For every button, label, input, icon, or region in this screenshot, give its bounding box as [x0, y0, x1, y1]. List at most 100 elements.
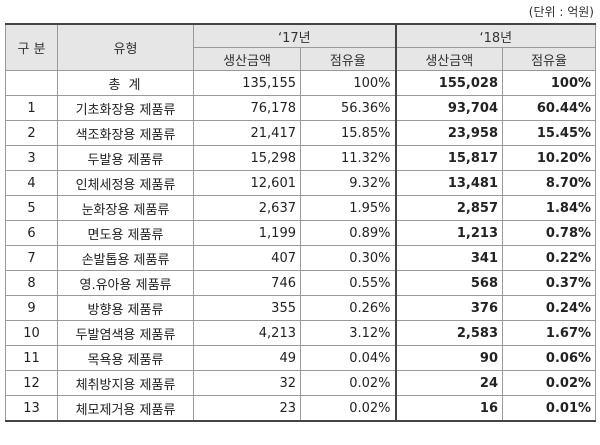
production-17: 21,417: [193, 120, 301, 146]
row-type: 기초화장용 제품류: [57, 95, 194, 121]
share-18: 0.24%: [502, 295, 597, 321]
row-number: 9: [5, 295, 58, 321]
header-production-18: 생산금액: [394, 47, 504, 71]
share-18: 10.20%: [502, 145, 597, 171]
share-17: 0.26%: [299, 295, 397, 321]
production-18: 15,817: [394, 145, 504, 171]
row-type: 체취방지용 제품류: [57, 370, 194, 396]
production-18: 2,583: [394, 320, 504, 346]
production-18: 341: [394, 245, 504, 271]
share-17: 15.85%: [299, 120, 397, 146]
production-18: 2,857: [394, 195, 504, 221]
production-18: 16: [394, 395, 504, 422]
unit-note: (단위 : 억원): [528, 5, 594, 19]
production-17: 32: [193, 370, 301, 396]
share-18: 0.02%: [502, 370, 597, 396]
production-18: 24: [394, 370, 504, 396]
production-18: 155,028: [394, 70, 504, 96]
share-18: 1.67%: [502, 320, 597, 346]
table-row: 5 눈화장용 제품류 2,637 1.95% 2,857 1.84%: [5, 195, 597, 221]
share-17: 100%: [299, 70, 397, 96]
production-17: 355: [193, 295, 301, 321]
table-header: 구 분 유형 ‘17년 ‘18년 생산금액 점유율 생산금액 점유율: [5, 23, 597, 71]
table-row: 11 목욕용 제품류 49 0.04% 90 0.06%: [5, 345, 597, 371]
share-18: 0.01%: [502, 395, 597, 422]
row-type: 체모제거용 제품류: [57, 395, 194, 422]
row-type: 목욕용 제품류: [57, 345, 194, 371]
share-17: 1.95%: [299, 195, 397, 221]
share-17: 3.12%: [299, 320, 397, 346]
row-type: 손발톱용 제품류: [57, 245, 194, 271]
production-17: 746: [193, 270, 301, 296]
share-18: 15.45%: [502, 120, 597, 146]
header-gubun: 구 분: [5, 23, 58, 71]
row-number: 5: [5, 195, 58, 221]
row-type: 면도용 제품류: [57, 220, 194, 246]
production-17: 4,213: [193, 320, 301, 346]
row-number: 11: [5, 345, 58, 371]
table-row: 10 두발염색용 제품류 4,213 3.12% 2,583 1.67%: [5, 320, 597, 346]
row-type: 인체세정용 제품류: [57, 170, 194, 196]
table-row: 3 두발용 제품류 15,298 11.32% 15,817 10.20%: [5, 145, 597, 171]
row-type: 색조화장용 제품류: [57, 120, 194, 146]
row-type: 방향용 제품류: [57, 295, 194, 321]
table-row: 1 기초화장용 제품류 76,178 56.36% 93,704 60.44%: [5, 95, 597, 121]
total-row: 총 계 135,155 100% 155,028 100%: [5, 70, 597, 96]
share-18: 1.84%: [502, 195, 597, 221]
share-17: 9.32%: [299, 170, 397, 196]
row-type: 눈화장용 제품류: [57, 195, 194, 221]
cosmetics-production-table: 구 분 유형 ‘17년 ‘18년 생산금액 점유율 생산금액 점유율 총 계 13…: [5, 23, 597, 422]
share-17: 0.89%: [299, 220, 397, 246]
production-18: 568: [394, 270, 504, 296]
table-row: 2 색조화장용 제품류 21,417 15.85% 23,958 15.45%: [5, 120, 597, 146]
production-17: 23: [193, 395, 301, 422]
header-share-18: 점유율: [502, 47, 597, 71]
table-row: 4 인체세정용 제품류 12,601 9.32% 13,481 8.70%: [5, 170, 597, 196]
production-18: 376: [394, 295, 504, 321]
row-type: 영.유아용 제품류: [57, 270, 194, 296]
row-number: 7: [5, 245, 58, 271]
row-number: 4: [5, 170, 58, 196]
row-number: 2: [5, 120, 58, 146]
share-17: 0.55%: [299, 270, 397, 296]
share-18: 0.37%: [502, 270, 597, 296]
table-row: 9 방향용 제품류 355 0.26% 376 0.24%: [5, 295, 597, 321]
production-18: 23,958: [394, 120, 504, 146]
production-17: 407: [193, 245, 301, 271]
production-18: 93,704: [394, 95, 504, 121]
row-number: 6: [5, 220, 58, 246]
header-year-17: ‘17년: [192, 23, 397, 48]
share-18: 0.78%: [502, 220, 597, 246]
row-number: 1: [5, 95, 58, 121]
row-number: 3: [5, 145, 58, 171]
production-18: 13,481: [394, 170, 504, 196]
header-production-17: 생산금액: [193, 47, 301, 71]
production-17: 135,155: [193, 70, 301, 96]
row-number: 8: [5, 270, 58, 296]
row-type: 총 계: [57, 70, 194, 96]
production-18: 90: [394, 345, 504, 371]
header-year-18: ‘18년: [394, 23, 597, 48]
row-number: [5, 70, 58, 96]
share-17: 11.32%: [299, 145, 397, 171]
table-row: 12 체취방지용 제품류 32 0.02% 24 0.02%: [5, 370, 597, 396]
share-17: 0.02%: [299, 395, 397, 422]
row-type: 두발염색용 제품류: [57, 320, 194, 346]
table-body: 총 계 135,155 100% 155,028 100% 1 기초화장용 제품류 76,17…: [5, 70, 597, 422]
production-17: 49: [193, 345, 301, 371]
share-17: 56.36%: [299, 95, 397, 121]
share-18: 60.44%: [502, 95, 597, 121]
share-18: 0.22%: [502, 245, 597, 271]
table-row: 13 체모제거용 제품류 23 0.02% 16 0.01%: [5, 395, 597, 422]
row-number: 10: [5, 320, 58, 346]
share-17: 0.02%: [299, 370, 397, 396]
table-row: 6 면도용 제품류 1,199 0.89% 1,213 0.78%: [5, 220, 597, 246]
production-17: 76,178: [193, 95, 301, 121]
table-row: 7 손발톱용 제품류 407 0.30% 341 0.22%: [5, 245, 597, 271]
row-number: 13: [5, 395, 58, 422]
share-17: 0.30%: [299, 245, 397, 271]
row-number: 12: [5, 370, 58, 396]
production-18: 1,213: [394, 220, 504, 246]
header-type: 유형: [57, 23, 194, 71]
production-17: 12,601: [193, 170, 301, 196]
